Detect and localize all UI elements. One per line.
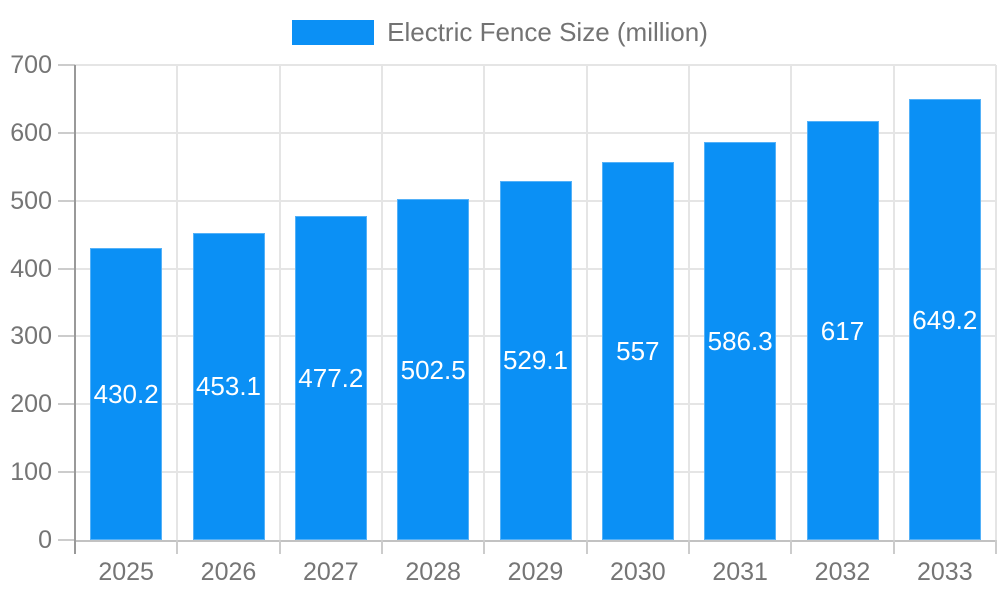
x-gridline (483, 65, 486, 540)
bar-value-label: 477.2 (298, 363, 364, 394)
x-gridline (892, 65, 895, 540)
x-gridline (995, 65, 997, 540)
x-axis-tick (278, 540, 281, 554)
bar-value-label: 557 (616, 336, 660, 367)
y-axis-tick-label: 100 (10, 458, 52, 487)
y-gridline (75, 64, 996, 66)
x-axis-tick (381, 540, 383, 554)
x-gridline (278, 65, 281, 540)
x-axis-tick-label: 2031 (712, 558, 768, 586)
bar-value-label: 502.5 (400, 354, 466, 385)
x-axis-tick-label: 2025 (98, 558, 154, 586)
x-axis-tick-label: 2033 (917, 558, 973, 586)
y-axis-tick (58, 403, 75, 406)
y-axis-tick-label: 500 (10, 186, 52, 215)
bar-value-label: 586.3 (707, 326, 773, 357)
y-axis-tick-label: 600 (10, 118, 52, 147)
x-gridline (381, 65, 383, 540)
y-axis-tick-label: 200 (10, 390, 52, 419)
x-axis-line (75, 540, 996, 542)
x-axis-tick (585, 540, 588, 554)
x-axis-tick (790, 540, 793, 554)
x-axis-tick-label: 2030 (610, 558, 666, 586)
bar-2027 (294, 216, 367, 540)
x-axis-tick (892, 540, 895, 554)
x-gridline (790, 65, 793, 540)
y-axis-tick-label: 700 (10, 51, 52, 79)
x-axis-tick (483, 540, 486, 554)
y-axis-tick (58, 64, 75, 66)
y-axis-line (74, 65, 76, 554)
bar-value-label: 617 (820, 315, 865, 346)
y-axis-tick (58, 131, 75, 134)
bar-2029 (499, 180, 572, 540)
bar-2033 (908, 99, 981, 540)
bar-value-label: 453.1 (195, 371, 262, 402)
y-axis-tick-label: 300 (10, 322, 52, 351)
bar-value-label: 529.1 (502, 345, 569, 376)
y-gridline (75, 131, 996, 134)
bar-2032 (806, 121, 879, 540)
bar-2025 (90, 248, 163, 540)
x-axis-tick-label: 2026 (200, 558, 257, 586)
x-gridline (176, 65, 179, 540)
x-gridline (585, 65, 588, 540)
x-axis-tick-label: 2027 (303, 558, 359, 586)
x-axis-tick (688, 540, 690, 554)
y-axis-tick-label: 0 (38, 526, 52, 554)
x-axis-tick-label: 2032 (814, 558, 871, 586)
y-axis-tick (58, 471, 75, 474)
y-axis-tick (58, 539, 75, 541)
y-axis-tick (58, 335, 75, 338)
bar-2030 (601, 162, 674, 540)
bar-2026 (192, 232, 265, 540)
legend-swatch-icon (292, 19, 375, 45)
x-gridline (688, 65, 690, 540)
y-axis-tick (58, 199, 75, 202)
bar-2031 (704, 142, 777, 540)
legend-item[interactable]: Electric Fence Size (million) (292, 17, 708, 47)
bar-value-label: 430.2 (93, 379, 159, 410)
x-axis-tick-label: 2029 (507, 558, 564, 586)
legend-label: Electric Fence Size (million) (387, 17, 708, 47)
bar-value-label: 649.2 (912, 304, 978, 335)
y-axis-tick-label: 400 (10, 254, 52, 283)
bar-2028 (397, 199, 470, 540)
legend: Electric Fence Size (million) (0, 17, 1000, 47)
y-axis-tick (58, 267, 75, 270)
x-axis-tick-label: 2028 (405, 558, 461, 586)
x-axis-tick (995, 540, 997, 554)
x-axis-tick (176, 540, 179, 554)
